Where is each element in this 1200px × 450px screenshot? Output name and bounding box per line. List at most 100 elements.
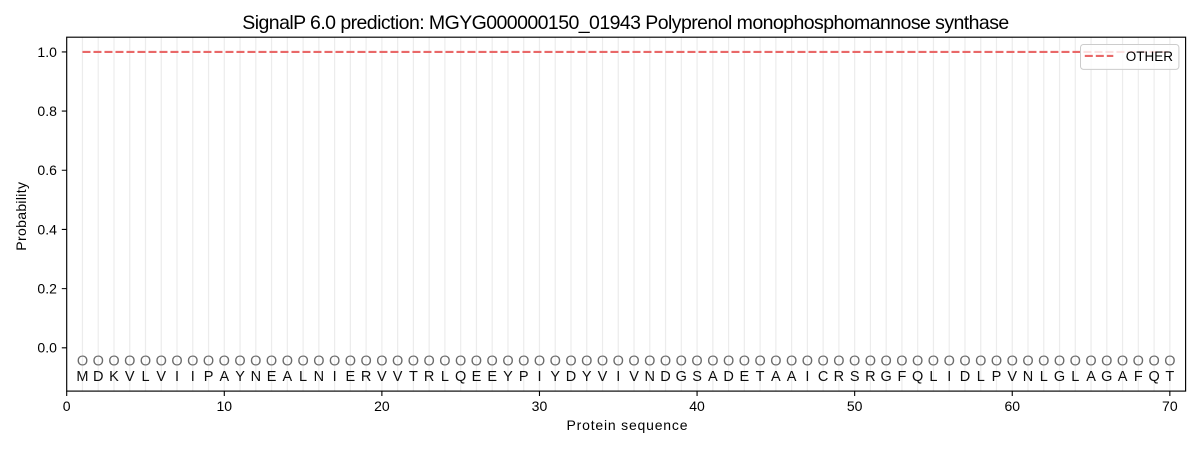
svg-text:O: O (786, 354, 797, 370)
svg-text:20: 20 (374, 398, 390, 414)
svg-text:Q: Q (912, 369, 923, 385)
svg-text:E: E (346, 369, 356, 385)
svg-text:O: O (1038, 354, 1049, 370)
svg-text:D: D (723, 369, 733, 385)
svg-text:L: L (1071, 369, 1079, 385)
svg-text:O: O (1007, 354, 1018, 370)
svg-text:S: S (692, 369, 702, 385)
svg-text:O: O (912, 354, 923, 370)
svg-text:O: O (944, 354, 955, 370)
svg-text:Y: Y (503, 369, 513, 385)
svg-text:O: O (1022, 354, 1033, 370)
svg-text:O: O (219, 354, 230, 370)
svg-text:R: R (834, 369, 844, 385)
svg-text:D: D (566, 369, 576, 385)
svg-text:O: O (93, 354, 104, 370)
svg-text:V: V (629, 369, 639, 385)
svg-text:O: O (802, 354, 813, 370)
svg-text:T: T (409, 369, 418, 385)
svg-text:Q: Q (1148, 369, 1159, 385)
svg-text:O: O (1101, 354, 1112, 370)
svg-text:0: 0 (63, 398, 71, 414)
svg-text:O: O (250, 354, 261, 370)
svg-text:L: L (977, 369, 985, 385)
svg-text:O: O (392, 354, 403, 370)
svg-text:L: L (141, 369, 149, 385)
svg-text:N: N (645, 369, 655, 385)
svg-text:P: P (992, 369, 1002, 385)
svg-text:V: V (598, 369, 608, 385)
svg-text:O: O (597, 354, 608, 370)
svg-text:P: P (204, 369, 214, 385)
svg-text:I: I (333, 369, 337, 385)
svg-text:E: E (487, 369, 497, 385)
svg-text:O: O (1164, 354, 1175, 370)
svg-text:O: O (865, 354, 876, 370)
svg-text:30: 30 (532, 398, 548, 414)
svg-text:L: L (929, 369, 937, 385)
svg-text:Q: Q (455, 369, 466, 385)
svg-text:O: O (707, 354, 718, 370)
svg-text:O: O (313, 354, 324, 370)
svg-text:O: O (628, 354, 639, 370)
svg-text:0.8: 0.8 (37, 103, 57, 119)
svg-text:O: O (739, 354, 750, 370)
svg-text:O: O (975, 354, 986, 370)
svg-text:O: O (77, 354, 88, 370)
svg-text:T: T (756, 369, 765, 385)
svg-text:A: A (787, 369, 797, 385)
svg-text:O: O (896, 354, 907, 370)
svg-text:O: O (518, 354, 529, 370)
svg-text:O: O (329, 354, 340, 370)
svg-text:O: O (644, 354, 655, 370)
svg-text:I: I (616, 369, 620, 385)
svg-text:O: O (1133, 354, 1144, 370)
svg-text:A: A (219, 369, 229, 385)
svg-text:70: 70 (1162, 398, 1178, 414)
svg-text:O: O (140, 354, 151, 370)
svg-text:D: D (93, 369, 103, 385)
svg-text:O: O (487, 354, 498, 370)
svg-text:O: O (360, 354, 371, 370)
svg-text:O: O (424, 354, 435, 370)
svg-text:O: O (1148, 354, 1159, 370)
svg-text:O: O (408, 354, 419, 370)
svg-text:I: I (191, 369, 195, 385)
svg-text:0.6: 0.6 (37, 162, 57, 178)
svg-text:O: O (581, 354, 592, 370)
svg-text:O: O (376, 354, 387, 370)
svg-text:O: O (928, 354, 939, 370)
svg-text:G: G (1101, 369, 1112, 385)
svg-text:0.0: 0.0 (37, 340, 57, 356)
svg-text:L: L (1040, 369, 1048, 385)
svg-text:V: V (156, 369, 166, 385)
svg-text:0.4: 0.4 (37, 221, 57, 237)
svg-text:O: O (881, 354, 892, 370)
svg-text:R: R (865, 369, 875, 385)
svg-text:O: O (1117, 354, 1128, 370)
svg-text:A: A (771, 369, 781, 385)
svg-text:E: E (472, 369, 482, 385)
svg-text:A: A (282, 369, 292, 385)
svg-text:O: O (439, 354, 450, 370)
svg-text:O: O (108, 354, 119, 370)
svg-text:O: O (817, 354, 828, 370)
svg-text:O: O (849, 354, 860, 370)
svg-text:O: O (613, 354, 624, 370)
svg-text:10: 10 (217, 398, 233, 414)
svg-text:SignalP 6.0 prediction: MGYG00: SignalP 6.0 prediction: MGYG000000150_01… (242, 12, 1008, 34)
svg-text:O: O (565, 354, 576, 370)
svg-text:I: I (537, 369, 541, 385)
svg-text:O: O (471, 354, 482, 370)
svg-text:I: I (805, 369, 809, 385)
svg-text:F: F (898, 369, 907, 385)
svg-text:Y: Y (550, 369, 560, 385)
svg-text:O: O (171, 354, 182, 370)
svg-text:A: A (708, 369, 718, 385)
svg-text:O: O (833, 354, 844, 370)
svg-text:Y: Y (235, 369, 245, 385)
svg-text:N: N (314, 369, 324, 385)
svg-text:O: O (234, 354, 245, 370)
svg-text:R: R (361, 369, 371, 385)
svg-text:O: O (455, 354, 466, 370)
